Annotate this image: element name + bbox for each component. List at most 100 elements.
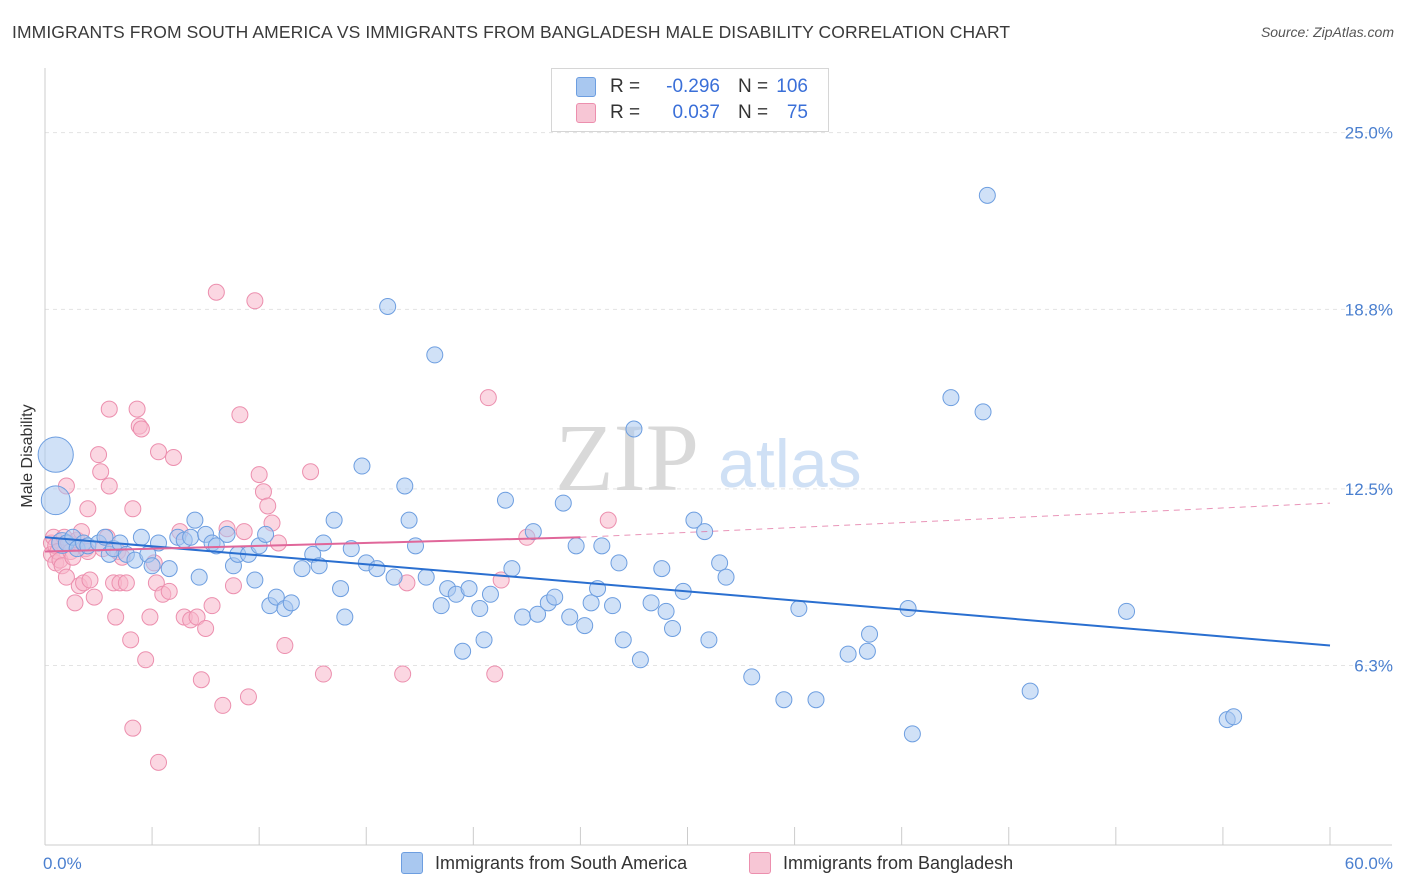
data-point-south-america[interactable] (861, 625, 879, 643)
data-point-bangladesh[interactable] (128, 400, 146, 418)
data-point-bangladesh[interactable] (207, 283, 225, 301)
data-point-south-america[interactable] (336, 608, 354, 626)
data-point-south-america[interactable] (899, 600, 917, 618)
data-point-bangladesh[interactable] (100, 477, 118, 495)
data-point-south-america[interactable] (1118, 602, 1136, 620)
data-point-south-america[interactable] (942, 389, 960, 407)
data-point-south-america[interactable] (186, 511, 204, 529)
data-point-bangladesh[interactable] (124, 719, 142, 737)
data-point-bangladesh[interactable] (394, 665, 412, 683)
data-point-bangladesh[interactable] (85, 588, 103, 606)
data-point-bangladesh[interactable] (214, 696, 232, 714)
data-point-bangladesh[interactable] (141, 608, 159, 626)
data-point-south-america[interactable] (625, 420, 643, 438)
data-point-south-america[interactable] (471, 600, 489, 618)
data-point-south-america[interactable] (368, 560, 386, 578)
data-point-bangladesh[interactable] (124, 500, 142, 518)
data-point-south-america[interactable] (1021, 682, 1039, 700)
data-point-south-america[interactable] (426, 346, 444, 364)
data-point-south-america[interactable] (160, 560, 178, 578)
data-point-south-america[interactable] (396, 477, 414, 495)
data-point-south-america[interactable] (561, 608, 579, 626)
data-point-south-america[interactable] (685, 511, 703, 529)
data-point-south-america[interactable] (567, 537, 585, 555)
data-point-south-america[interactable] (711, 554, 729, 572)
data-point-south-america[interactable] (182, 528, 200, 546)
data-point-south-america[interactable] (282, 594, 300, 612)
data-point-south-america[interactable] (407, 537, 425, 555)
data-point-south-america[interactable] (790, 600, 808, 618)
data-point-bangladesh[interactable] (235, 523, 253, 541)
data-point-south-america[interactable] (246, 571, 264, 589)
data-point-south-america[interactable] (978, 186, 996, 204)
data-point-bangladesh[interactable] (165, 449, 182, 466)
data-point-bangladesh[interactable] (100, 400, 118, 418)
data-point-south-america[interactable] (514, 608, 532, 626)
data-point-south-america[interactable] (657, 602, 675, 620)
data-point-south-america[interactable] (554, 494, 572, 512)
legend-item-bangladesh[interactable]: Immigrants from Bangladesh (749, 852, 1013, 874)
data-point-south-america[interactable] (700, 631, 718, 649)
data-point-bangladesh[interactable] (117, 574, 135, 592)
data-point-south-america[interactable] (610, 554, 628, 572)
data-point-south-america[interactable] (379, 297, 397, 315)
data-point-south-america[interactable] (481, 585, 499, 603)
data-point-south-america[interactable] (40, 485, 71, 516)
data-point-bangladesh[interactable] (479, 389, 497, 407)
data-point-bangladesh[interactable] (254, 483, 272, 501)
data-point-south-america[interactable] (417, 568, 435, 586)
data-point-south-america[interactable] (807, 691, 825, 709)
data-point-south-america[interactable] (839, 645, 857, 663)
data-point-south-america[interactable] (400, 511, 418, 529)
data-point-south-america[interactable] (903, 725, 921, 743)
data-point-south-america[interactable] (460, 580, 478, 598)
data-point-bangladesh[interactable] (79, 500, 97, 518)
data-point-south-america[interactable] (342, 540, 360, 558)
data-point-south-america[interactable] (503, 560, 521, 578)
data-point-bangladesh[interactable] (122, 631, 140, 649)
data-point-south-america[interactable] (974, 403, 992, 421)
data-point-bangladesh[interactable] (246, 292, 264, 310)
data-point-south-america[interactable] (496, 491, 514, 509)
data-point-south-america[interactable] (576, 617, 594, 635)
data-point-south-america[interactable] (717, 568, 735, 586)
data-point-south-america[interactable] (614, 631, 632, 649)
data-point-south-america[interactable] (257, 525, 275, 543)
data-point-bangladesh[interactable] (302, 463, 320, 481)
data-point-south-america[interactable] (432, 597, 450, 615)
data-point-south-america[interactable] (529, 605, 547, 623)
data-point-south-america[interactable] (775, 691, 793, 709)
data-point-bangladesh[interactable] (132, 420, 150, 438)
data-point-bangladesh[interactable] (107, 608, 125, 626)
data-point-south-america[interactable] (524, 523, 542, 541)
data-point-bangladesh[interactable] (188, 608, 206, 626)
data-point-south-america[interactable] (132, 528, 150, 546)
data-point-bangladesh[interactable] (92, 463, 110, 481)
data-point-bangladesh[interactable] (150, 753, 168, 771)
data-point-bangladesh[interactable] (231, 406, 249, 424)
data-point-bangladesh[interactable] (160, 582, 178, 600)
data-point-bangladesh[interactable] (192, 671, 210, 689)
data-point-south-america[interactable] (475, 631, 493, 649)
data-point-south-america[interactable] (593, 537, 611, 555)
data-point-south-america[interactable] (310, 557, 328, 575)
data-point-south-america[interactable] (653, 560, 671, 578)
data-point-bangladesh[interactable] (66, 594, 84, 612)
data-point-bangladesh[interactable] (599, 511, 617, 529)
data-point-south-america[interactable] (332, 580, 350, 598)
data-point-south-america[interactable] (143, 557, 161, 575)
data-point-south-america[interactable] (325, 511, 343, 529)
data-point-south-america[interactable] (631, 651, 649, 669)
data-point-bangladesh[interactable] (150, 443, 168, 461)
data-point-south-america[interactable] (353, 457, 371, 475)
data-point-bangladesh[interactable] (137, 651, 155, 669)
data-point-south-america[interactable] (190, 568, 208, 586)
legend-item-south-america[interactable]: Immigrants from South America (401, 852, 687, 874)
data-point-south-america[interactable] (1225, 708, 1243, 726)
data-point-bangladesh[interactable] (224, 577, 242, 595)
data-point-bangladesh[interactable] (314, 665, 332, 683)
data-point-south-america[interactable] (664, 619, 682, 637)
data-point-south-america[interactable] (546, 588, 564, 606)
data-point-south-america[interactable] (218, 525, 236, 543)
data-point-bangladesh[interactable] (81, 571, 99, 589)
